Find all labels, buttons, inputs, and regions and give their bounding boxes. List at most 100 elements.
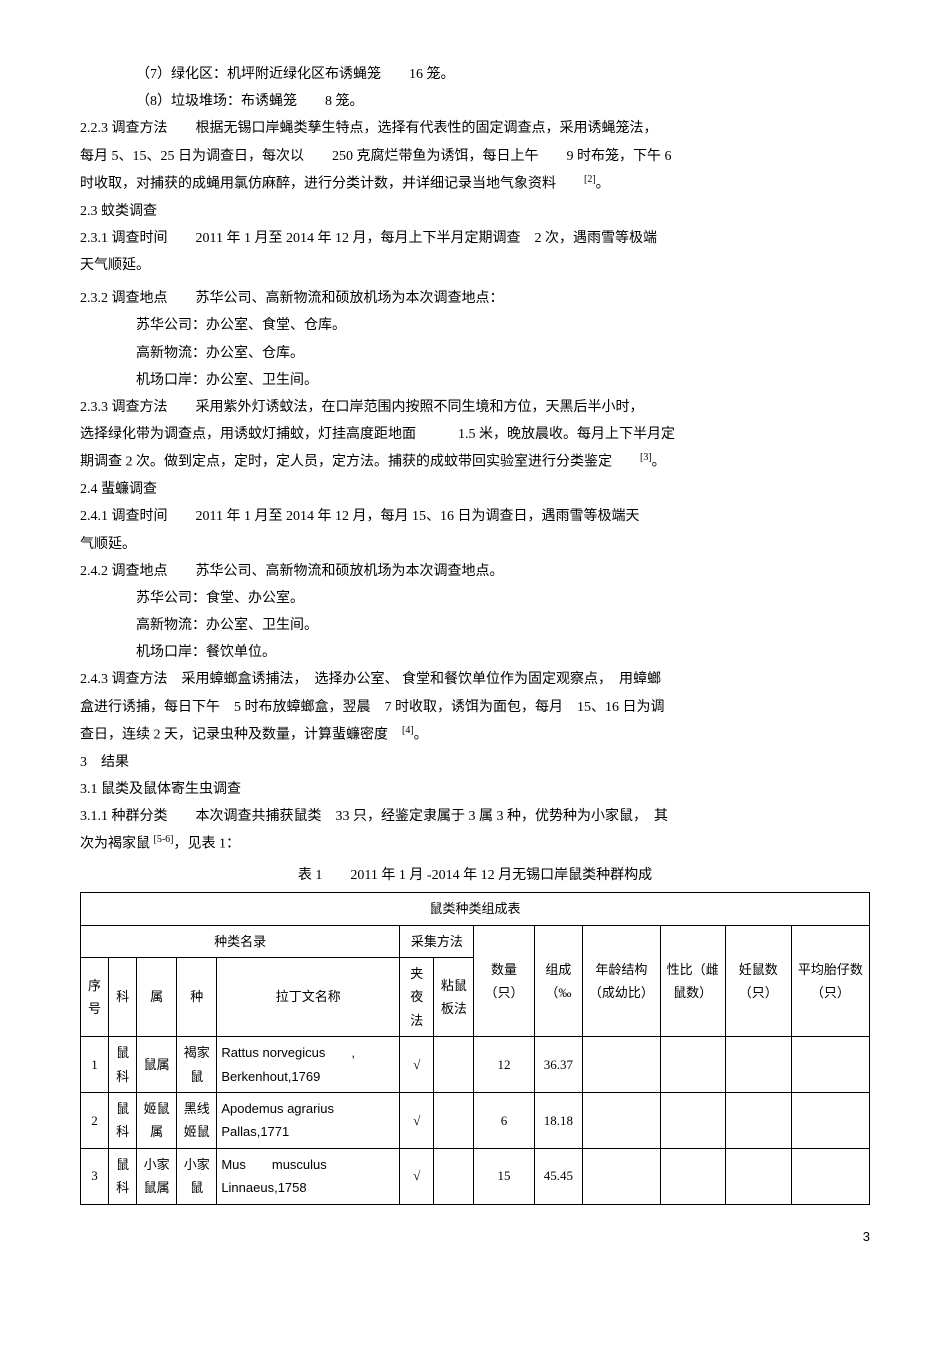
para-232-a: 苏华公司：办公室、食堂、仓库。 (80, 313, 870, 338)
heading-24: 2.4 蜚蠊调查 (80, 477, 870, 502)
para-243a: 2.4.3 调查方法 采用蟑螂盒诱捕法， 选择办公室、 食堂和餐饮单位作为固定观… (80, 667, 870, 692)
para-233c: 期调查 2 次。做到定点，定时，定人员，定方法。捕获的成蚊带回实验室进行分类鉴定… (80, 449, 870, 475)
header-species: 种类名录 (81, 925, 400, 957)
para-233c-text: 期调查 2 次。做到定点，定时，定人员，定方法。捕获的成蚊带回实验室进行分类鉴定 (80, 455, 612, 470)
header-latin: 拉丁文名称 (217, 958, 400, 1037)
cell-nb (434, 1037, 474, 1093)
header-preg: 妊鼠数（只） (725, 925, 791, 1037)
cell-avg (791, 1037, 869, 1093)
header-zhong: 种 (177, 958, 217, 1037)
cell-seq: 2 (81, 1092, 109, 1148)
para-243b: 盒进行诱捕，每日下午 5 时布放蟑螂盒，翌晨 7 时收取，诱饵为面包，每月 15… (80, 695, 870, 720)
cell-shu: 小家鼠属 (137, 1148, 177, 1204)
header-nianban: 粘鼠板法 (434, 958, 474, 1037)
ref-56: [5-6] (154, 834, 174, 845)
table-row: 2 鼠科 姬鼠属 黑线姬鼠 Apodemus agrarius Pallas,1… (81, 1092, 870, 1148)
header-avg: 平均胎仔数（只） (791, 925, 869, 1037)
header-ke: 科 (109, 958, 137, 1037)
header-sex: 性比（雌鼠数） (660, 925, 725, 1037)
para-233a: 2.3.3 调查方法 采用紫外灯诱蚊法，在口岸范围内按照不同生境和方位，天黑后半… (80, 395, 870, 420)
heading-3: 3 结果 (80, 750, 870, 775)
cell-preg (725, 1148, 791, 1204)
para-241a: 2.4.1 调查时间 2011 年 1 月至 2014 年 12 月，每月 15… (80, 504, 870, 529)
cell-seq: 3 (81, 1148, 109, 1204)
para-242-c: 机场口岸：餐饮单位。 (80, 640, 870, 665)
cell-age (583, 1037, 660, 1093)
cell-pct: 45.45 (534, 1148, 583, 1204)
cell-preg (725, 1092, 791, 1148)
cell-preg (725, 1037, 791, 1093)
cell-qty: 15 (474, 1148, 534, 1204)
para-232-b: 高新物流：办公室、仓库。 (80, 341, 870, 366)
header-age: 年龄结构（成幼比） (583, 925, 660, 1037)
heading-31: 3.1 鼠类及鼠体寄生虫调查 (80, 777, 870, 802)
cell-shu: 姬鼠属 (137, 1092, 177, 1148)
header-pct: 组成（‰ (534, 925, 583, 1037)
para-243c-text: 查日，连续 2 天，记录虫种及数量，计算蜚蠊密度 (80, 727, 388, 742)
para-223b: 每月 5、15、25 日为调查日，每次以 250 克腐烂带鱼为诱饵，每日上午 9… (80, 144, 870, 169)
cell-age (583, 1092, 660, 1148)
para-232-c: 机场口岸：办公室、卫生间。 (80, 368, 870, 393)
para-233c-end: 。 (652, 455, 666, 470)
table-row: 1 鼠科 鼠属 褐家鼠 Rattus norvegicus , Berkenho… (81, 1037, 870, 1093)
cell-pct: 18.18 (534, 1092, 583, 1148)
cell-sex (660, 1092, 725, 1148)
header-qty: 数量（只） (474, 925, 534, 1037)
para-233b: 选择绿化带为调查点，用诱蚊灯捕蚊，灯挂高度距地面 1.5 米，晚放晨收。每月上下… (80, 422, 870, 447)
para-311b: 次为褐家鼠 [5-6]，见表 1： (80, 831, 870, 857)
para-242-b: 高新物流：办公室、卫生间。 (80, 613, 870, 638)
para-311a: 3.1.1 种群分类 本次调查共捕获鼠类 33 只，经鉴定隶属于 3 属 3 种… (80, 804, 870, 829)
cell-pct: 36.37 (534, 1037, 583, 1093)
header-collect: 采集方法 (400, 925, 474, 957)
ref-4: [4] (402, 725, 414, 736)
cell-zhong: 小家鼠 (177, 1148, 217, 1204)
ref-2: [2] (584, 174, 596, 185)
para-242: 2.4.2 调查地点 苏华公司、高新物流和硕放机场为本次调查地点。 (80, 559, 870, 584)
cell-jy: √ (400, 1092, 434, 1148)
para-311b-end: ，见表 1： (174, 837, 241, 852)
header-shu: 属 (137, 958, 177, 1037)
cell-seq: 1 (81, 1037, 109, 1093)
para-231a: 2.3.1 调查时间 2011 年 1 月至 2014 年 12 月，每月上下半… (80, 226, 870, 251)
cell-nb (434, 1092, 474, 1148)
cell-qty: 12 (474, 1037, 534, 1093)
table-caption: 表 1 2011 年 1 月 -2014 年 12 月无锡口岸鼠类种群构成 (80, 863, 870, 888)
cell-jy: √ (400, 1148, 434, 1204)
para-223c: 时收取，对捕获的成蝇用氯仿麻醉，进行分类计数，并详细记录当地气象资料[2]。 (80, 171, 870, 197)
cell-jy: √ (400, 1037, 434, 1093)
cell-ke: 鼠科 (109, 1148, 137, 1204)
para-223c-text: 时收取，对捕获的成蝇用氯仿麻醉，进行分类计数，并详细记录当地气象资料 (80, 176, 556, 191)
cell-qty: 6 (474, 1092, 534, 1148)
cell-latin: Apodemus agrarius Pallas,1771 (217, 1092, 400, 1148)
table-header-row-1: 种类名录 采集方法 数量（只） 组成（‰ 年龄结构（成幼比） 性比（雌鼠数） 妊… (81, 925, 870, 957)
para-311b-text: 次为褐家鼠 (80, 837, 154, 852)
para-241b: 气顺延。 (80, 532, 870, 557)
cell-sex (660, 1037, 725, 1093)
cell-ke: 鼠科 (109, 1092, 137, 1148)
cell-sex (660, 1148, 725, 1204)
species-table: 鼠类种类组成表 种类名录 采集方法 数量（只） 组成（‰ 年龄结构（成幼比） 性… (80, 892, 870, 1204)
para-223a: 2.2.3 调查方法 根据无锡口岸蝇类孳生特点，选择有代表性的固定调查点，采用诱… (80, 116, 870, 141)
ref-3: [3] (640, 452, 652, 463)
cell-zhong: 褐家鼠 (177, 1037, 217, 1093)
cell-latin: Mus musculus Linnaeus,1758 (217, 1148, 400, 1204)
para-231b: 天气顺延。 (80, 253, 870, 278)
cell-shu: 鼠属 (137, 1037, 177, 1093)
para-242-a: 苏华公司：食堂、办公室。 (80, 586, 870, 611)
cell-avg (791, 1092, 869, 1148)
para-243c-end: 。 (414, 727, 428, 742)
table-row: 3 鼠科 小家鼠属 小家鼠 Mus musculus Linnaeus,1758… (81, 1148, 870, 1204)
cell-avg (791, 1148, 869, 1204)
header-seq: 序号 (81, 958, 109, 1037)
cell-latin: Rattus norvegicus , Berkenhout,1769 (217, 1037, 400, 1093)
para-232: 2.3.2 调查地点 苏华公司、高新物流和硕放机场为本次调查地点： (80, 286, 870, 311)
header-jiaye: 夹夜法 (400, 958, 434, 1037)
cell-nb (434, 1148, 474, 1204)
para-243c: 查日，连续 2 天，记录虫种及数量，计算蜚蠊密度 [4]。 (80, 722, 870, 748)
cell-age (583, 1148, 660, 1204)
table-title-row: 鼠类种类组成表 (81, 893, 870, 925)
cell-zhong: 黑线姬鼠 (177, 1092, 217, 1148)
heading-23: 2.3 蚊类调查 (80, 199, 870, 224)
para-8: （8）垃圾堆场：布诱蝇笼 8 笼。 (80, 89, 870, 114)
table-title: 鼠类种类组成表 (81, 893, 870, 925)
